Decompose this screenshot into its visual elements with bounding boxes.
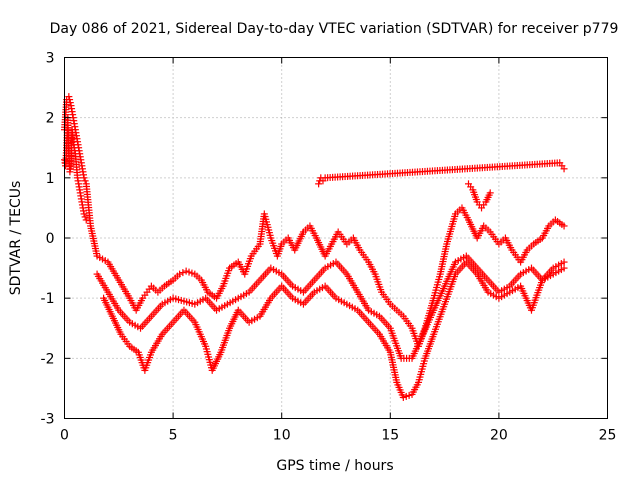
x-axis-title: GPS time / hours (276, 458, 393, 474)
grid-lines (64, 57, 608, 419)
y-tick-label: 1 (46, 171, 55, 187)
start-fan-point (81, 213, 89, 221)
isolated-clusters-point (315, 180, 323, 188)
x-tick-label: 25 (599, 428, 617, 444)
start-fan-point (80, 210, 88, 218)
x-tick-labels: 0 5 10 15 20 25 (60, 428, 616, 444)
y-axis-title: SDTVAR / TECUs (8, 181, 24, 296)
x-tick-label: 10 (273, 428, 291, 444)
x-tick-label: 15 (381, 428, 399, 444)
upper-trace-point (66, 96, 74, 104)
upper-trace-point (66, 99, 74, 107)
data-points (61, 93, 568, 401)
x-tick-label: 5 (169, 428, 178, 444)
y-tick-label: -1 (41, 291, 55, 307)
upper-trace-point (179, 269, 187, 277)
y-tick-label: 2 (46, 111, 55, 127)
upper-trace-point (81, 177, 89, 185)
y-tick-label: 3 (46, 51, 55, 67)
y-tick-label: -3 (41, 412, 55, 428)
isolated-clusters-point (560, 165, 568, 173)
upper-trace-point (80, 174, 88, 182)
y-tick-label: -2 (41, 351, 55, 367)
lower-trace-point (560, 264, 568, 272)
chart-title: Day 086 of 2021, Sidereal Day-to-day VTE… (50, 21, 619, 37)
axis-ticks (64, 57, 608, 419)
upper-trace-point (65, 93, 73, 101)
middle-trace-point (560, 258, 568, 266)
start-fan-point (82, 216, 90, 224)
arc-near-19h-point (486, 189, 494, 197)
y-tick-label: 0 (46, 231, 55, 247)
x-tick-label: 20 (490, 428, 508, 444)
x-tick-label: 0 (60, 428, 69, 444)
y-tick-labels: -3 -2 -1 0 1 2 3 (41, 51, 55, 428)
upper-trace-point (560, 222, 568, 230)
upper-trace-point (176, 270, 184, 278)
